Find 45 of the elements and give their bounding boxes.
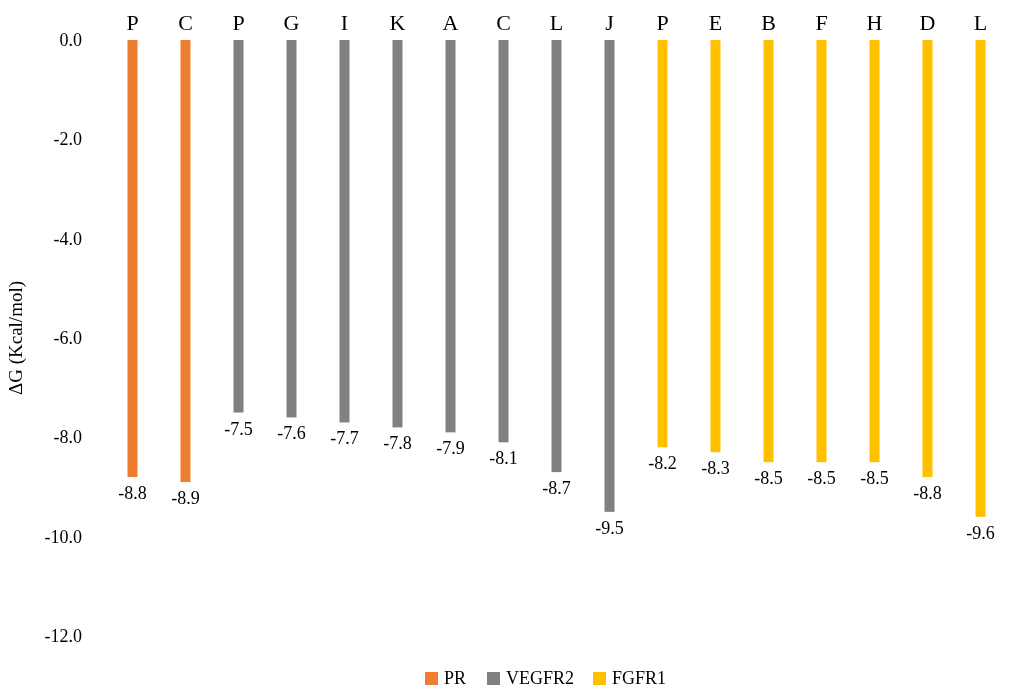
y-tick-label: 0.0 (59, 30, 82, 50)
data-label: -8.5 (807, 468, 836, 489)
x-tick-label: H (866, 10, 883, 35)
data-label: -8.8 (913, 483, 942, 504)
x-tick-label: P (656, 10, 669, 35)
x-tick-label: K (389, 10, 406, 35)
data-label: -8.8 (118, 483, 147, 504)
x-tick-label: E (708, 10, 723, 35)
y-tick-label: -12.0 (44, 626, 82, 646)
data-label: -7.5 (224, 418, 253, 439)
x-tick-label: C (496, 10, 511, 35)
x-tick-label: P (232, 10, 245, 35)
legend-label: FGFR1 (612, 668, 667, 688)
x-tick-label: C (178, 10, 193, 35)
x-tick-label: I (340, 10, 349, 35)
y-axis-title: ΔG (Kcal/mol) (5, 280, 27, 396)
data-label: -8.9 (171, 488, 200, 509)
data-label: -9.5 (595, 517, 624, 538)
data-label: -9.6 (966, 522, 995, 543)
y-tick-label: -10.0 (44, 526, 82, 547)
data-label: -7.7 (330, 428, 359, 449)
legend-label: VEGFR2 (506, 668, 575, 688)
x-tick-label: J (605, 10, 615, 35)
x-tick-label: D (919, 10, 936, 35)
x-tick-label: A (442, 10, 459, 35)
y-tick-label: -4.0 (53, 228, 82, 249)
x-tick-label: F (815, 10, 828, 35)
legend-label: PR (444, 668, 467, 688)
data-label: -8.1 (489, 448, 518, 469)
data-label: -8.5 (860, 468, 889, 489)
data-label: -8.3 (701, 458, 730, 479)
x-tick-label: G (283, 10, 300, 35)
data-label: -8.5 (754, 468, 783, 489)
data-label: -8.2 (648, 453, 677, 474)
data-label: -8.7 (542, 478, 571, 499)
y-tick-label: -2.0 (53, 129, 82, 150)
y-tick-label: -6.0 (53, 328, 82, 348)
data-label: -7.8 (383, 433, 412, 454)
x-tick-label: L (973, 10, 988, 35)
data-label: -7.6 (277, 423, 306, 444)
data-label: -7.9 (436, 438, 465, 459)
x-tick-label: B (761, 10, 776, 35)
x-tick-label: P (126, 10, 139, 35)
x-tick-label: L (549, 10, 564, 35)
y-tick-label: -8.0 (53, 427, 82, 448)
